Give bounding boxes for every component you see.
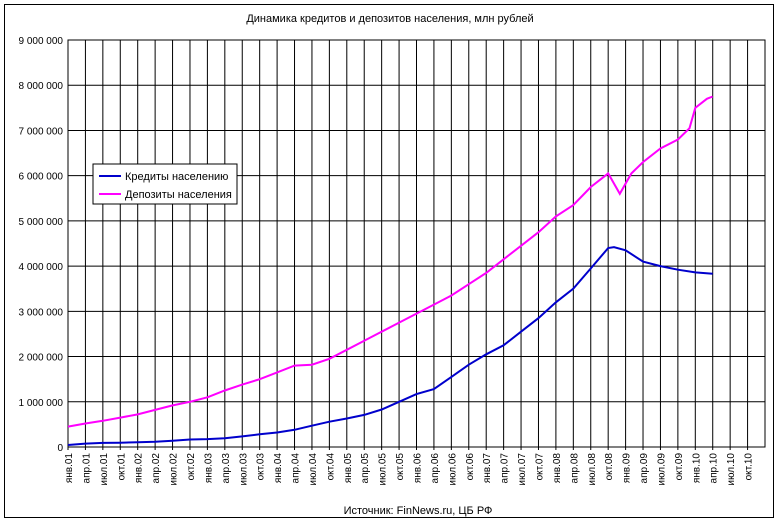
- series-lines: [67, 95, 714, 446]
- x-tick-label: июл.06: [447, 453, 458, 486]
- x-tick-label: янв.01: [64, 453, 75, 484]
- y-tick-label: 4 000 000: [19, 262, 64, 273]
- chart-title: Динамика кредитов и депозитов населения,…: [246, 13, 533, 25]
- x-tick-label: янв.08: [552, 453, 563, 484]
- x-tick-label: апр.06: [430, 453, 441, 484]
- x-tick-label: янв.10: [691, 453, 702, 484]
- x-tick-label: апр.07: [500, 453, 511, 484]
- x-tick-label: янв.06: [413, 453, 424, 484]
- x-tick-label: окт.08: [604, 453, 615, 481]
- x-tick-label: янв.05: [343, 453, 354, 484]
- x-tick-label: окт.01: [116, 453, 127, 481]
- plot-area: [67, 39, 766, 448]
- x-tick-label: янв.04: [273, 453, 284, 484]
- x-tick-label: окт.10: [744, 453, 755, 481]
- x-tick-label: окт.02: [186, 453, 197, 481]
- grid: [67, 39, 765, 450]
- x-tick-label: янв.02: [134, 453, 145, 484]
- y-tick-label: 2 000 000: [19, 353, 64, 364]
- x-tick-label: июл.10: [726, 453, 737, 486]
- x-tick-label: июл.04: [308, 453, 319, 486]
- x-tick-label: окт.05: [395, 453, 406, 481]
- x-tick-label: окт.06: [465, 453, 476, 481]
- y-tick-label: 9 000 000: [19, 36, 64, 47]
- y-axis: 0 1 000 000 2 000 000 3 000 000 4 000 000 5 0…: [19, 36, 64, 454]
- source-note: Источник: FinNews.ru, ЦБ РФ: [344, 505, 493, 517]
- x-tick-label: окт.07: [534, 453, 545, 481]
- y-tick-label: 7 000 000: [19, 126, 64, 137]
- y-tick-label: 6 000 000: [19, 172, 64, 183]
- y-tick-label: 8 000 000: [19, 81, 64, 92]
- x-tick-label: апр.04: [291, 453, 302, 484]
- x-tick-label: июл.09: [656, 453, 667, 486]
- x-tick-label: апр.09: [639, 453, 650, 484]
- x-tick-label: апр.05: [360, 453, 371, 484]
- x-tick-label: апр.08: [569, 453, 580, 484]
- series-line-credits: [67, 246, 713, 446]
- x-tick-label: июл.05: [378, 453, 389, 486]
- legend-label-deposits: Депозиты населения: [125, 189, 232, 201]
- y-tick-label: 5 000 000: [19, 217, 64, 228]
- y-tick-label: 3 000 000: [19, 307, 64, 318]
- x-tick-label: янв.07: [482, 453, 493, 484]
- series-line-deposits: [67, 95, 714, 428]
- x-tick-label: июл.03: [238, 453, 249, 486]
- x-tick-label: июл.08: [587, 453, 598, 486]
- chart-frame: [4, 4, 774, 518]
- x-tick-label: июл.07: [517, 453, 528, 486]
- y-tick-label: 0: [57, 443, 63, 454]
- legend-label-credits: Кредиты населению: [125, 171, 228, 183]
- y-tick-label: 1 000 000: [19, 398, 64, 409]
- x-tick-label: июл.01: [99, 453, 110, 486]
- legend-box: [92, 163, 238, 205]
- x-tick-label: окт.04: [325, 453, 336, 481]
- x-tick-label: окт.03: [256, 453, 267, 481]
- x-tick-label: янв.03: [203, 453, 214, 484]
- x-axis: янв.01 апр.01 июл.01 окт.01 янв.02 апр.02 июл.…: [64, 453, 755, 486]
- x-tick-label: окт.09: [674, 453, 685, 481]
- x-tick-label: апр.01: [81, 453, 92, 484]
- x-tick-label: апр.10: [709, 453, 720, 484]
- x-tick-label: апр.02: [151, 453, 162, 484]
- x-tick-label: апр.03: [221, 453, 232, 484]
- x-tick-label: янв.09: [622, 453, 633, 484]
- x-tick-label: июл.02: [169, 453, 180, 486]
- legend: Кредиты населению Депозиты населения: [92, 163, 238, 205]
